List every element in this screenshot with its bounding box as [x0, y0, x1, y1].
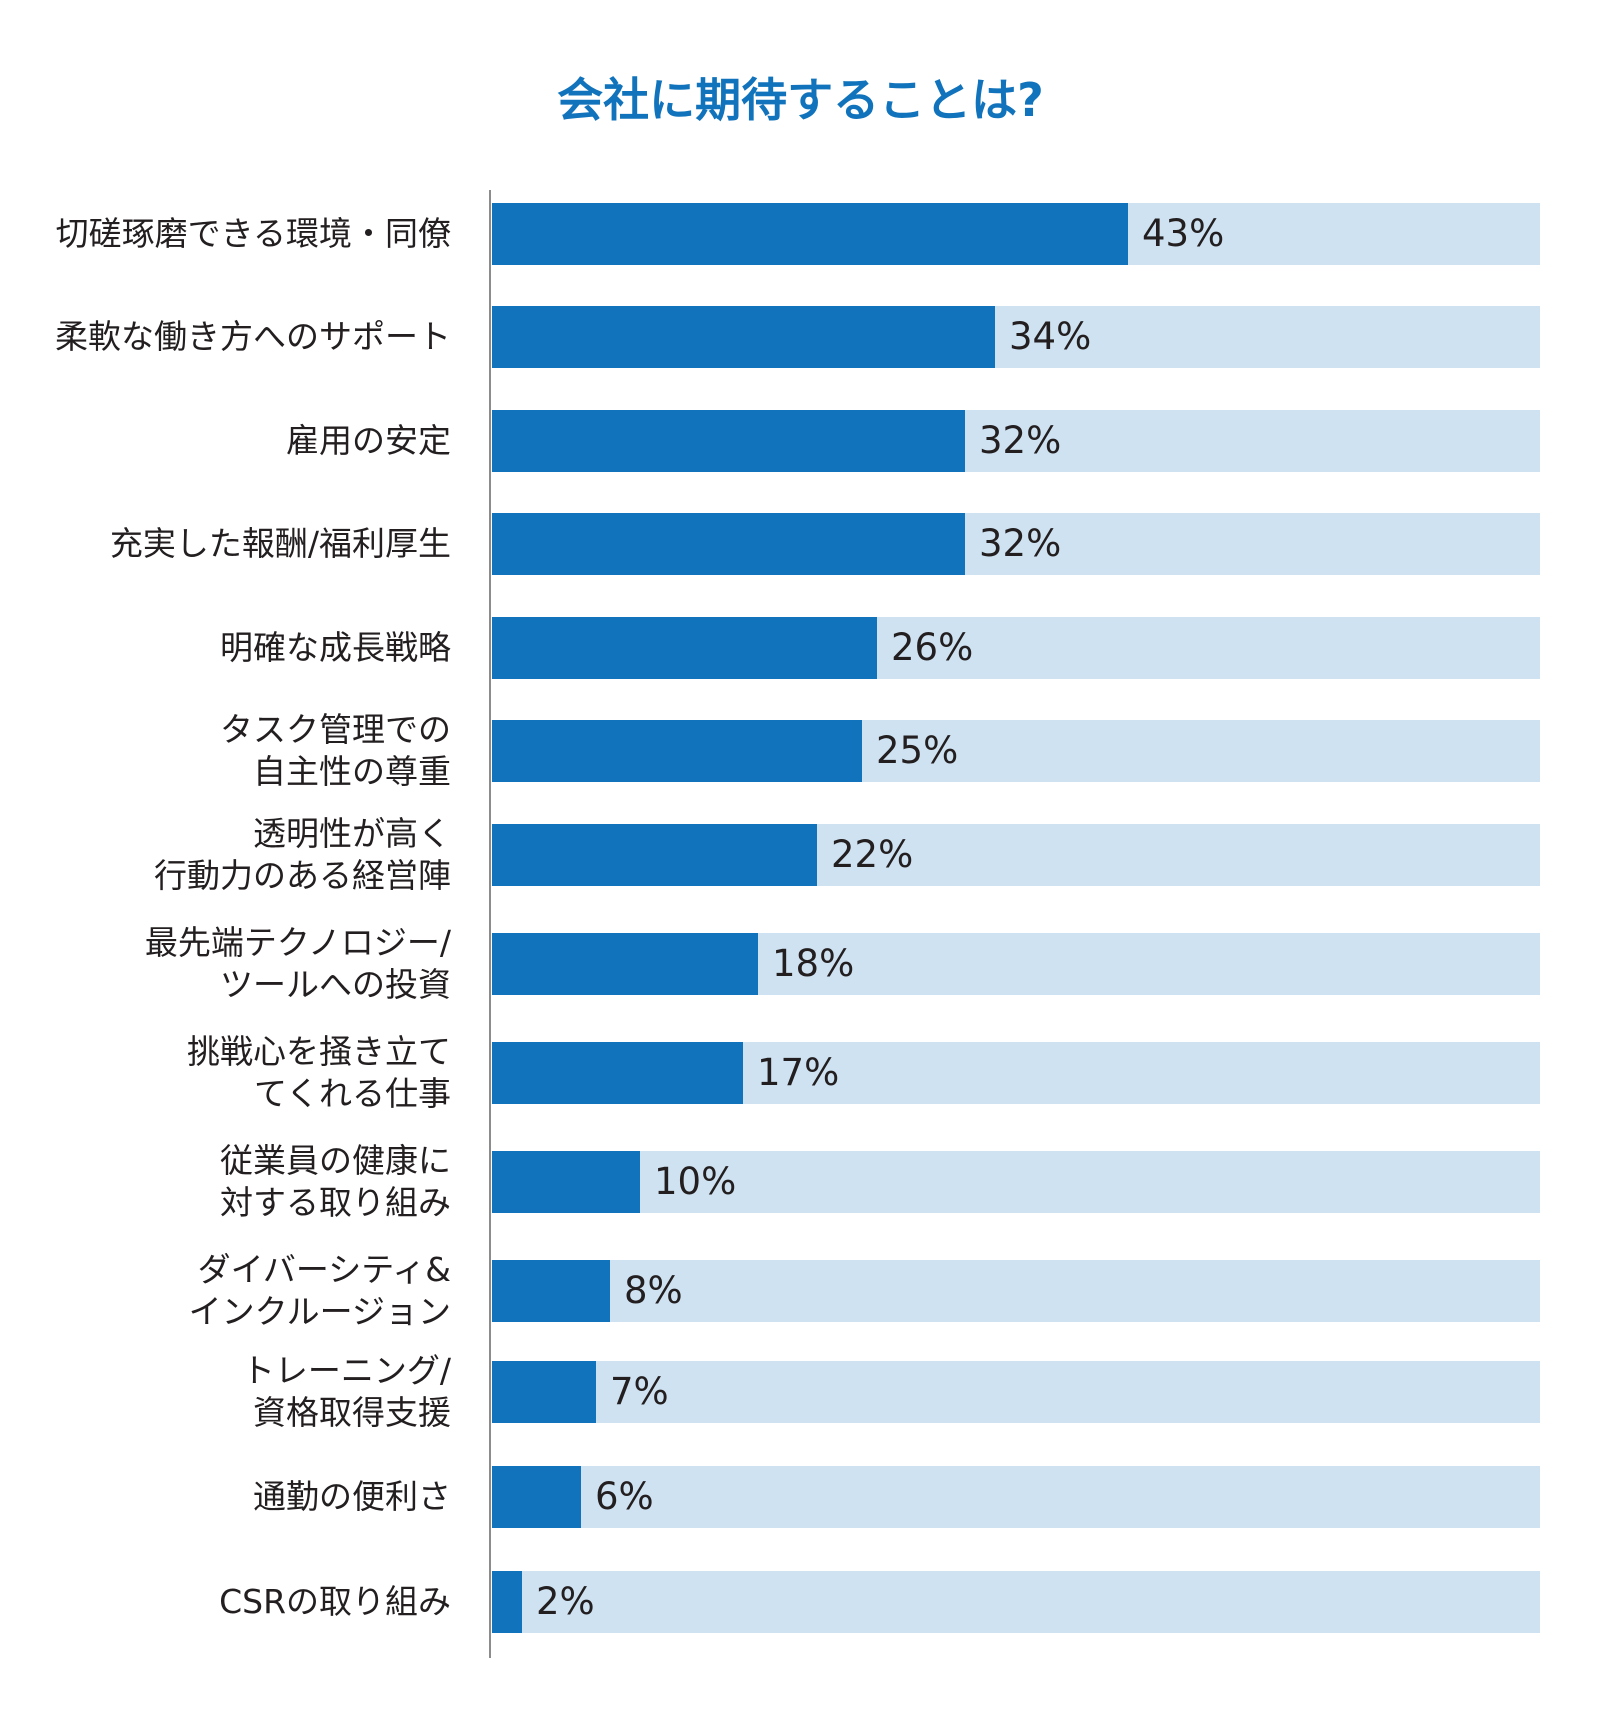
category-label: 雇用の安定 — [11, 420, 451, 462]
category-label: 明確な成長戦略 — [11, 627, 451, 669]
category-label-line: 通勤の便利さ — [253, 1477, 451, 1516]
bar — [492, 203, 1128, 265]
category-label-line: 柔軟な働き方へのサポート — [55, 317, 451, 356]
chart-title: 会社に期待することは? — [557, 73, 1044, 127]
bar-track — [492, 1361, 1540, 1423]
category-label-line: 明確な成長戦略 — [220, 628, 451, 667]
value-label: 32% — [979, 419, 1062, 462]
bar-track — [492, 1466, 1540, 1528]
category-label-line: 挑戦心を掻き立て — [187, 1032, 451, 1071]
category-label: 従業員の健康に 対する取り組み — [11, 1140, 451, 1224]
category-label-line: 資格取得支援 — [253, 1393, 451, 1432]
category-label-line: 最先端テクノロジー/ — [144, 923, 451, 962]
category-label: 通勤の便利さ — [11, 1476, 451, 1518]
category-label: CSRの取り組み — [11, 1581, 451, 1623]
bar — [492, 720, 862, 782]
bar — [492, 1042, 743, 1104]
category-label-line: 従業員の健康に — [220, 1141, 451, 1180]
bar — [492, 513, 965, 575]
bar — [492, 1466, 581, 1528]
category-label-line: トレーニング/ — [241, 1351, 451, 1390]
category-label-line: CSRの取り組み — [219, 1582, 451, 1621]
category-label-line: 行動力のある経営陣 — [154, 856, 451, 895]
category-label-line: てくれる仕事 — [253, 1074, 451, 1113]
value-label: 2% — [536, 1580, 595, 1623]
bar-track — [492, 1571, 1540, 1633]
bar — [492, 1571, 522, 1633]
bar — [492, 617, 877, 679]
category-label-line: 切磋琢磨できる環境・同僚 — [55, 214, 451, 253]
value-label: 6% — [595, 1475, 654, 1518]
value-label: 10% — [654, 1160, 737, 1203]
category-label: 柔軟な働き方へのサポート — [11, 316, 451, 358]
value-label: 7% — [610, 1370, 669, 1413]
category-label-line: タスク管理での — [220, 710, 451, 749]
category-label-line: 対する取り組み — [220, 1183, 451, 1222]
value-label: 8% — [624, 1269, 683, 1312]
value-label: 18% — [772, 942, 855, 985]
category-label-line: 透明性が高く — [253, 814, 451, 853]
category-label-line: ダイバーシティ& — [197, 1250, 451, 1289]
category-label: 充実した報酬/福利厚生 — [11, 523, 451, 565]
bar — [492, 1361, 596, 1423]
bar-track — [492, 1151, 1540, 1213]
bar — [492, 933, 758, 995]
category-label: トレーニング/資格取得支援 — [11, 1350, 451, 1434]
value-label: 26% — [891, 626, 974, 669]
category-label-line: 雇用の安定 — [286, 421, 451, 460]
bar — [492, 306, 995, 368]
category-label-line: ツールへの投資 — [220, 965, 451, 1004]
category-label-line: 自主性の尊重 — [253, 752, 451, 791]
category-label-line: 充実した報酬/福利厚生 — [109, 524, 451, 563]
value-label: 22% — [831, 833, 914, 876]
bar-track — [492, 1260, 1540, 1322]
value-label: 25% — [876, 729, 959, 772]
category-label: ダイバーシティ& インクルージョン — [11, 1249, 451, 1333]
category-label: タスク管理での 自主性の尊重 — [11, 709, 451, 793]
bar — [492, 1260, 610, 1322]
category-label: 最先端テクノロジー/ツールへの投資 — [11, 922, 451, 1006]
category-label: 透明性が高く 行動力のある経営陣 — [11, 813, 451, 897]
value-label: 32% — [979, 522, 1062, 565]
value-label: 17% — [757, 1051, 840, 1094]
bar — [492, 1151, 640, 1213]
category-label: 挑戦心を掻き立て てくれる仕事 — [11, 1031, 451, 1115]
category-label: 切磋琢磨できる環境・同僚 — [11, 213, 451, 255]
value-label: 34% — [1009, 315, 1092, 358]
category-label-line: インクルージョン — [188, 1292, 451, 1331]
value-label: 43% — [1142, 212, 1225, 255]
bar — [492, 824, 817, 886]
bar — [492, 410, 965, 472]
y-axis-line — [489, 190, 491, 1658]
